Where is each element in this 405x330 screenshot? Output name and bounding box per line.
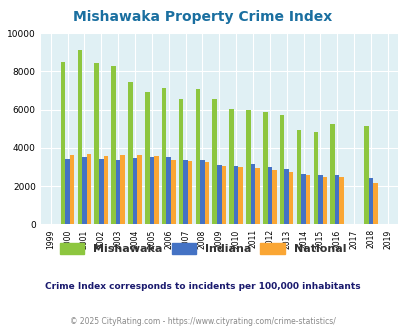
- Bar: [250, 164, 255, 224]
- Bar: [288, 172, 293, 224]
- Bar: [313, 132, 317, 224]
- Bar: [115, 160, 120, 224]
- Bar: [322, 177, 326, 224]
- Bar: [178, 99, 183, 224]
- Bar: [200, 160, 204, 224]
- Bar: [99, 159, 103, 224]
- Bar: [188, 161, 192, 224]
- Bar: [87, 153, 91, 224]
- Bar: [284, 169, 288, 224]
- Bar: [271, 170, 276, 224]
- Bar: [61, 62, 65, 224]
- Bar: [120, 155, 125, 224]
- Bar: [204, 162, 209, 224]
- Bar: [77, 50, 82, 224]
- Bar: [212, 99, 216, 224]
- Bar: [70, 155, 74, 224]
- Bar: [317, 175, 322, 224]
- Bar: [245, 110, 250, 224]
- Text: Mishawaka Property Crime Index: Mishawaka Property Crime Index: [73, 10, 332, 24]
- Bar: [195, 89, 200, 224]
- Bar: [137, 155, 141, 224]
- Bar: [65, 159, 70, 224]
- Bar: [305, 175, 309, 224]
- Bar: [296, 130, 301, 224]
- Bar: [145, 92, 149, 224]
- Bar: [229, 109, 233, 224]
- Bar: [334, 175, 339, 224]
- Bar: [372, 183, 377, 224]
- Legend: Mishawaka, Indiana, National: Mishawaka, Indiana, National: [60, 243, 345, 254]
- Bar: [103, 156, 108, 224]
- Bar: [216, 165, 221, 224]
- Bar: [267, 167, 271, 224]
- Bar: [162, 87, 166, 224]
- Bar: [128, 82, 132, 224]
- Bar: [330, 124, 334, 224]
- Bar: [262, 113, 267, 224]
- Bar: [132, 158, 137, 224]
- Bar: [149, 157, 154, 224]
- Bar: [238, 167, 242, 224]
- Bar: [82, 157, 87, 224]
- Bar: [166, 157, 171, 224]
- Bar: [221, 166, 226, 224]
- Bar: [255, 168, 259, 224]
- Bar: [94, 63, 99, 224]
- Bar: [111, 67, 115, 224]
- Bar: [171, 160, 175, 224]
- Bar: [154, 156, 158, 224]
- Bar: [368, 179, 372, 224]
- Bar: [279, 115, 283, 224]
- Bar: [339, 177, 343, 224]
- Bar: [363, 126, 368, 224]
- Text: Crime Index corresponds to incidents per 100,000 inhabitants: Crime Index corresponds to incidents per…: [45, 282, 360, 291]
- Bar: [233, 166, 238, 224]
- Bar: [183, 160, 188, 224]
- Bar: [301, 174, 305, 224]
- Text: © 2025 CityRating.com - https://www.cityrating.com/crime-statistics/: © 2025 CityRating.com - https://www.city…: [70, 317, 335, 326]
